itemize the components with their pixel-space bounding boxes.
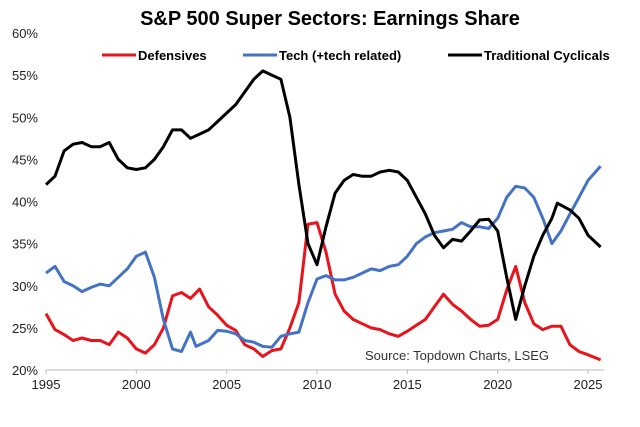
- series-line-traditional-cyclicals: [44, 69, 602, 321]
- y-tick-label: 50%: [12, 110, 38, 125]
- y-axis: 20% 25% 30% 35% 40% 45% 50% 55% 60%: [12, 26, 38, 378]
- legend-item: Tech (+tech related): [243, 48, 401, 63]
- y-tick-label: 40%: [12, 195, 38, 210]
- x-tick-label: 2000: [122, 377, 151, 392]
- y-tick-label: 25%: [12, 321, 38, 336]
- series-line-tech-tech-related: [45, 165, 602, 353]
- legend: Defensives Tech (+tech related) Traditiona…: [102, 48, 610, 63]
- x-tick-label: 2010: [303, 377, 332, 392]
- legend-item: Traditional Cyclicals: [448, 48, 610, 63]
- x-tick-label: 2020: [483, 377, 512, 392]
- legend-item: Defensives: [102, 48, 207, 63]
- y-tick-label: 35%: [12, 237, 38, 252]
- y-tick-label: 55%: [12, 68, 38, 83]
- y-tick-label: 60%: [12, 26, 38, 41]
- x-tick-label: 2005: [212, 377, 241, 392]
- y-tick-label: 20%: [12, 363, 38, 378]
- source-note: Source: Topdown Charts, LSEG: [365, 348, 549, 363]
- legend-label: Traditional Cyclicals: [484, 48, 610, 63]
- chart-title: S&P 500 Super Sectors: Earnings Share: [140, 8, 520, 30]
- x-tick-label: 2015: [393, 377, 422, 392]
- series-lines: [44, 69, 602, 362]
- series-line-defensives: [44, 221, 602, 362]
- x-tick-label: 1995: [32, 377, 61, 392]
- x-axis: 1995 2000 2005 2010 2015 2020 2025: [32, 369, 605, 392]
- legend-label: Tech (+tech related): [279, 48, 401, 63]
- x-tick-label: 2025: [574, 377, 603, 392]
- y-tick-label: 45%: [12, 152, 38, 167]
- y-tick-label: 30%: [12, 279, 38, 294]
- legend-label: Defensives: [138, 48, 207, 63]
